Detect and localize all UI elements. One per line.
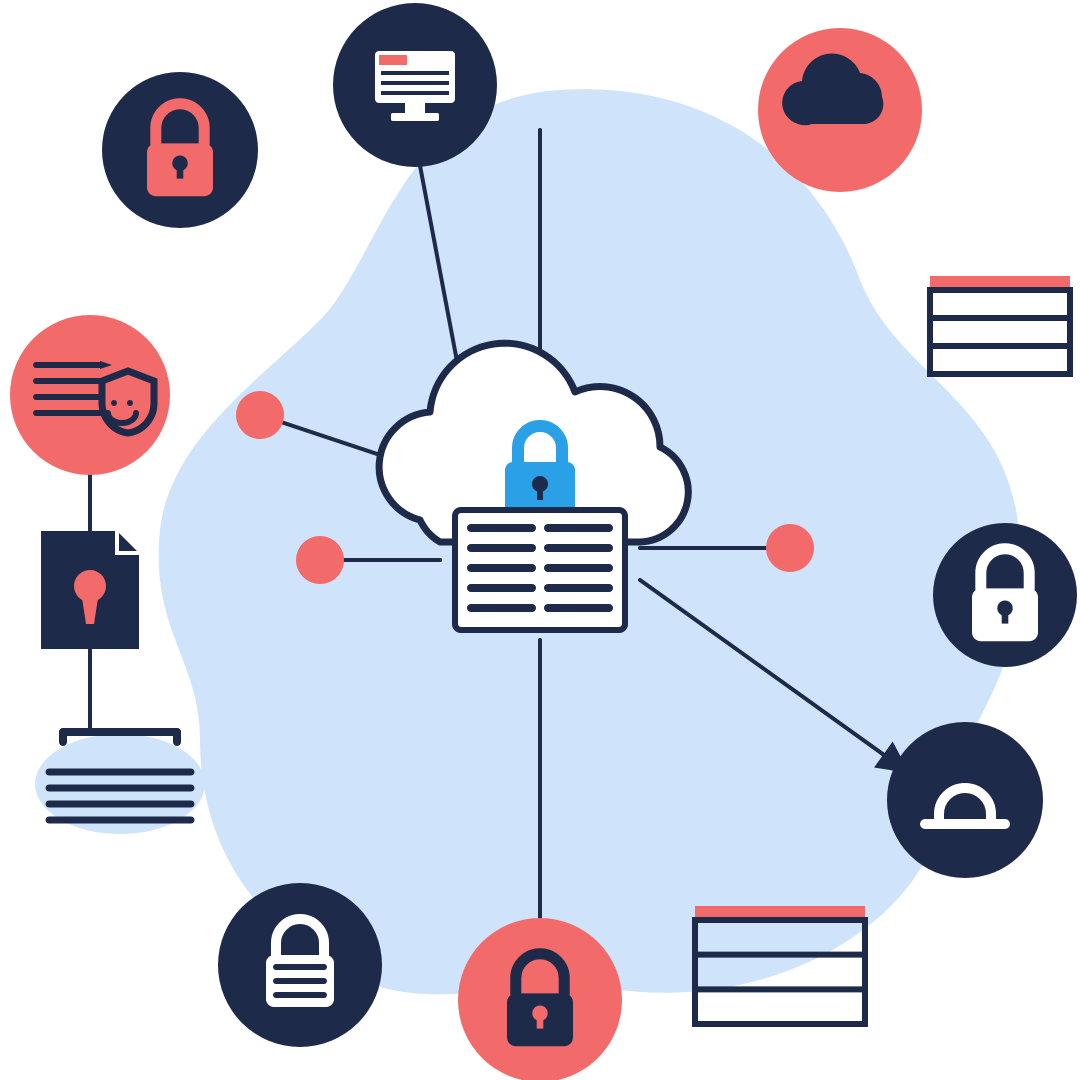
cloud-red-top-right [758, 28, 922, 192]
lock-coral-bottom [458, 918, 622, 1080]
monitor-top [333, 3, 497, 167]
edge-endpoint-dot [296, 536, 344, 584]
cloud-key-right [887, 722, 1043, 878]
edge-endpoint-dot [236, 391, 284, 439]
server-box-right [930, 276, 1070, 374]
edge-endpoint-dot [766, 524, 814, 572]
lock-white-right [933, 523, 1077, 667]
speech-lines-left [35, 732, 205, 834]
cloud-security-diagram [0, 0, 1080, 1080]
center-document-icon [455, 510, 625, 630]
shield-red-left [10, 315, 170, 475]
file-keyhole-left [41, 531, 139, 649]
lock-lines-bottom [218, 883, 382, 1047]
lock-red-top-left [102, 72, 258, 228]
